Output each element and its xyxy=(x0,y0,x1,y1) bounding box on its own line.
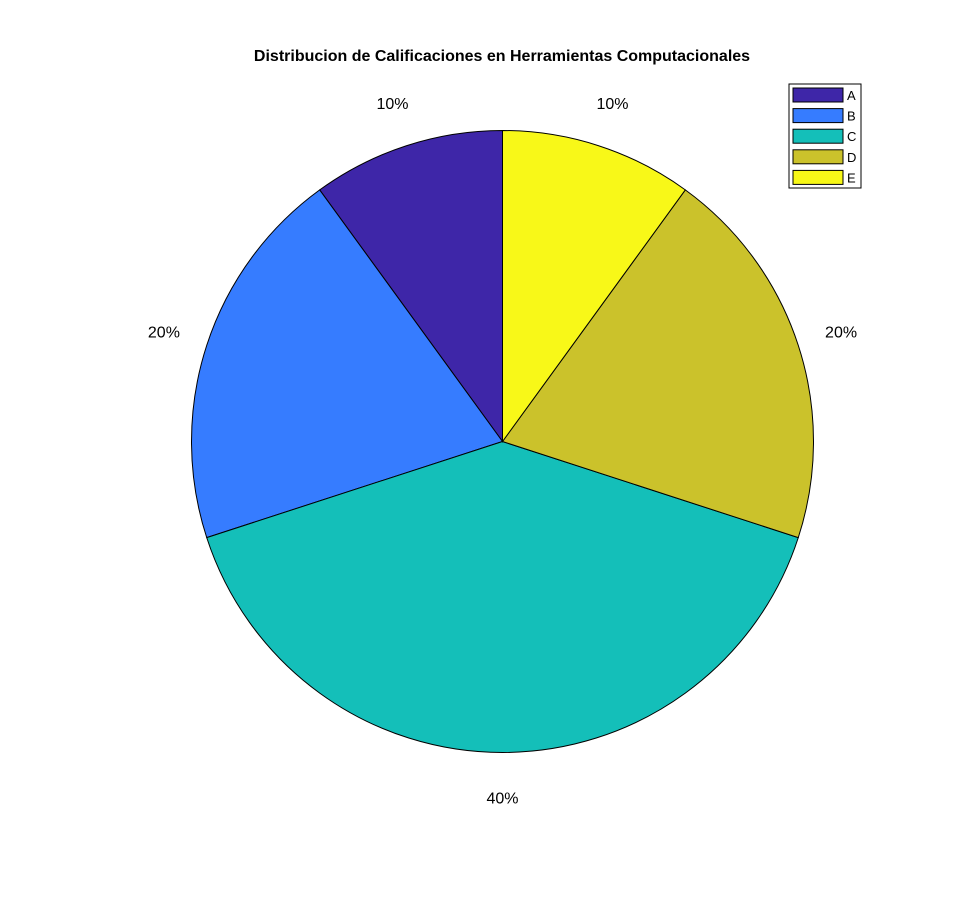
chart-title: Distribucion de Calificaciones en Herram… xyxy=(254,48,750,65)
pie-slice-b xyxy=(191,189,504,539)
pie-slice-e xyxy=(502,129,686,444)
percent-label-c: 40% xyxy=(486,791,518,808)
percent-label-b: 20% xyxy=(148,324,180,341)
pie-slice-c xyxy=(206,440,799,754)
pie-slices xyxy=(191,129,814,754)
legend-swatch-d xyxy=(792,149,844,165)
legend-swatch-b xyxy=(792,108,844,124)
percent-label-a: 10% xyxy=(376,96,408,113)
legend-label-c: C xyxy=(847,129,856,144)
legend-label-a: A xyxy=(847,88,856,103)
percent-label-e: 10% xyxy=(596,96,628,113)
legend-swatch-e xyxy=(792,169,844,185)
pie-slice-a xyxy=(319,129,503,444)
legend-label-e: E xyxy=(847,170,856,185)
legend-label-d: D xyxy=(847,150,856,165)
legend-label-b: B xyxy=(847,109,856,124)
legend-swatch-a xyxy=(792,87,844,103)
pie-slice-d xyxy=(501,189,814,539)
percent-labels: 10% 20% 40% 20% 10% xyxy=(148,96,857,808)
percent-label-d: 20% xyxy=(825,324,857,341)
legend-swatch-c xyxy=(792,128,844,144)
